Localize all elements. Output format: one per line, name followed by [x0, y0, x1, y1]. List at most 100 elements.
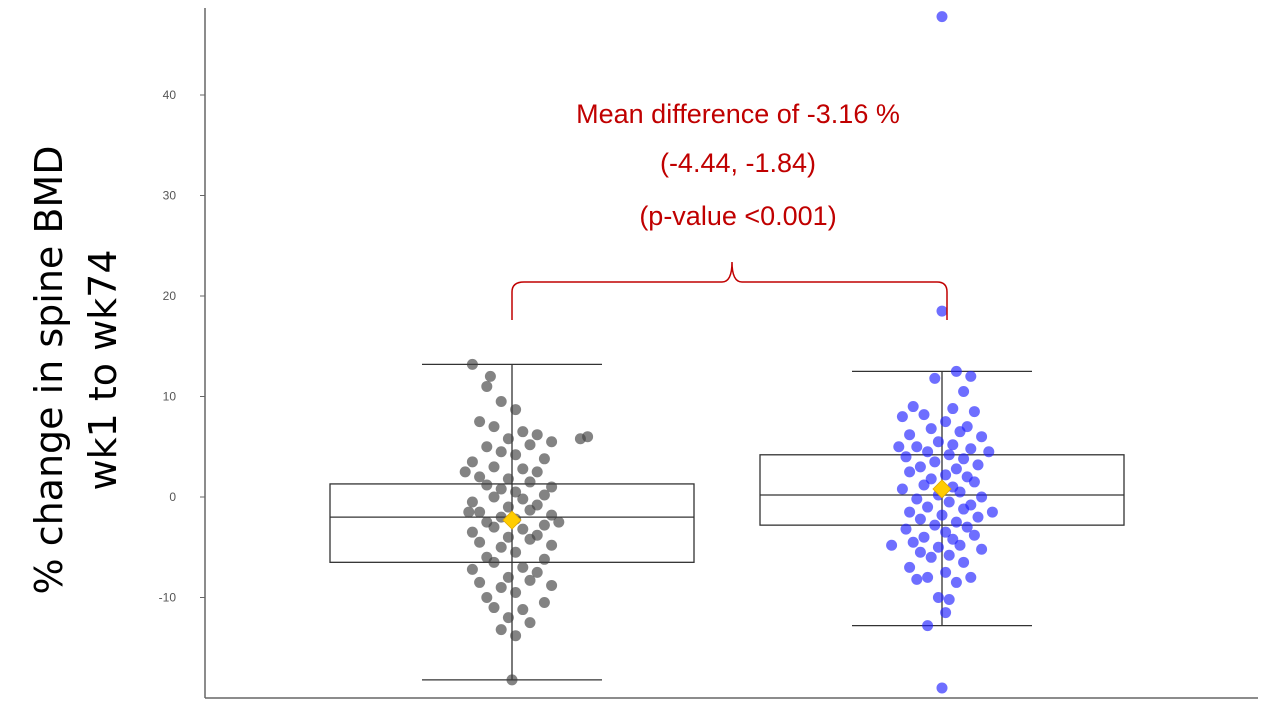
data-point [940, 469, 952, 481]
data-point [510, 404, 522, 416]
data-point [914, 461, 926, 473]
y-axis-title-line-2: wk1 to wk74 [81, 249, 125, 490]
y-tick-label: 40 [163, 88, 177, 102]
data-point [972, 511, 984, 523]
difference-annotation: Mean difference of -3.16 % (-4.44, -1.84… [511, 99, 948, 320]
data-point [922, 571, 934, 583]
data-point [510, 486, 522, 498]
data-point [929, 519, 941, 531]
data-point [466, 496, 478, 508]
data-point [958, 453, 970, 465]
data-point [495, 541, 507, 553]
data-point [466, 358, 478, 370]
data-point [538, 553, 550, 565]
data-point [896, 483, 908, 495]
data-point [929, 372, 941, 384]
data-point [546, 539, 558, 551]
y-tick-label: 30 [163, 189, 177, 203]
data-point [517, 463, 529, 475]
data-point [488, 521, 500, 533]
annotation-p-value: (p-value <0.001) [639, 201, 836, 231]
data-point [495, 446, 507, 458]
data-point [546, 436, 558, 448]
data-point [976, 431, 988, 443]
data-point [495, 624, 507, 636]
data-point [911, 441, 923, 453]
data-point [958, 503, 970, 515]
data-point [918, 409, 930, 421]
data-point [484, 370, 496, 382]
data-point [968, 529, 980, 541]
data-point [466, 456, 478, 468]
data-point [922, 501, 934, 513]
data-point [914, 546, 926, 558]
data-point [976, 543, 988, 555]
annotation-mean-difference: Mean difference of -3.16 % [576, 99, 900, 129]
data-point [488, 421, 500, 433]
data-point [907, 536, 919, 548]
data-point [954, 426, 966, 438]
data-point [896, 411, 908, 423]
data-point [932, 592, 944, 603]
data-point [925, 551, 937, 563]
data-point [922, 620, 934, 632]
data-point [965, 571, 977, 583]
data-point [922, 446, 934, 458]
data-point [958, 556, 970, 568]
data-point [918, 479, 930, 491]
data-point [904, 506, 916, 518]
data-point [510, 630, 522, 642]
data-point [517, 561, 529, 573]
data-point [886, 539, 898, 551]
data-point [932, 436, 944, 448]
data-point [918, 531, 930, 543]
data-point [517, 604, 529, 616]
data-point [524, 617, 536, 629]
data-point [466, 526, 478, 538]
data-point [904, 466, 916, 478]
data-point [502, 501, 514, 513]
data-point [538, 489, 550, 501]
data-point [950, 576, 962, 588]
data-point [524, 439, 536, 451]
mean-marker [502, 510, 522, 530]
y-axis-ticks: -10 0 10 20 30 40 [159, 88, 205, 605]
y-tick-label: 10 [163, 390, 177, 404]
data-point [940, 416, 952, 428]
data-point [900, 451, 912, 463]
data-point [947, 439, 959, 451]
y-tick-label: 20 [163, 289, 177, 303]
data-point [911, 573, 923, 585]
mean-marker [932, 479, 952, 499]
data-point [904, 429, 916, 441]
data-point [524, 533, 536, 545]
data-point [502, 612, 514, 624]
data-point [932, 541, 944, 553]
data-point [466, 563, 478, 575]
data-point [474, 506, 486, 518]
data-point [495, 581, 507, 593]
data-point [488, 461, 500, 473]
data-point [510, 546, 522, 558]
y-axis-title-line-1: % change in spine BMD [27, 146, 71, 595]
data-point [510, 586, 522, 598]
group-1 [329, 358, 695, 686]
data-point [904, 561, 916, 573]
data-point [947, 403, 959, 415]
data-point [474, 536, 486, 548]
data-point [968, 476, 980, 488]
data-point [940, 526, 952, 538]
data-point [986, 506, 998, 518]
data-point [947, 533, 959, 545]
data-point [502, 531, 514, 543]
data-point [546, 481, 558, 493]
data-point [481, 380, 493, 392]
data-point [524, 476, 536, 488]
annotation-confidence-interval: (-4.44, -1.84) [660, 148, 816, 178]
data-point [943, 549, 955, 561]
data-point [914, 513, 926, 525]
data-point [510, 449, 522, 461]
y-tick-label: -10 [159, 591, 177, 605]
data-point [506, 674, 518, 686]
